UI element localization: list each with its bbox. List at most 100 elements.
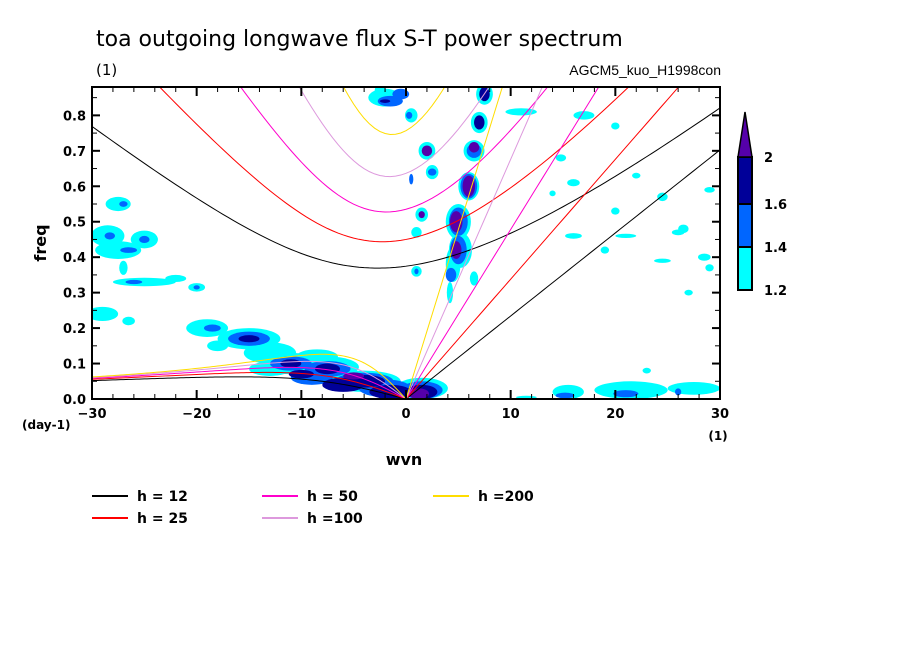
contour-region bbox=[451, 241, 462, 259]
y-tick-label: 0.5 bbox=[63, 216, 86, 231]
ig-curve-h12 bbox=[92, 107, 720, 269]
x-axis-label: wvn bbox=[386, 450, 423, 469]
x-tick-label: 0 bbox=[401, 407, 410, 422]
kelvin-curve-h25 bbox=[405, 87, 680, 399]
contour-region bbox=[611, 207, 620, 215]
contour-region bbox=[203, 324, 221, 332]
contour-region bbox=[406, 111, 413, 119]
colorbar-label: 1.6 bbox=[764, 198, 787, 213]
x-tick-labels: −30 −20 −10 0 10 20 30 bbox=[78, 407, 730, 422]
contour-region bbox=[549, 190, 556, 197]
colorbar-label: 2 bbox=[764, 151, 773, 166]
y-axis-label: freq bbox=[31, 224, 50, 261]
contour-region bbox=[122, 316, 135, 326]
contour-region bbox=[555, 154, 567, 162]
contour-region bbox=[95, 241, 142, 259]
x-unit-label: (1) bbox=[708, 429, 727, 443]
x-tick-label: −10 bbox=[287, 407, 316, 422]
x-tick-label: −20 bbox=[182, 407, 211, 422]
colorbar-extend-triangle bbox=[737, 111, 753, 158]
contour-region bbox=[600, 246, 610, 254]
legend-label: h = 25 bbox=[137, 511, 188, 527]
contour-region bbox=[280, 359, 302, 368]
y-tick-label: 0.0 bbox=[63, 393, 86, 408]
rossby-curve-h12 bbox=[92, 376, 407, 399]
contour-region bbox=[119, 260, 128, 275]
contour-region bbox=[414, 268, 419, 275]
contour-region bbox=[207, 340, 229, 352]
contour-region bbox=[446, 282, 454, 304]
rossby-curve-h25 bbox=[92, 371, 407, 399]
contour-region bbox=[112, 277, 176, 287]
y-tick-label: 0.7 bbox=[63, 145, 86, 160]
contour-region bbox=[469, 271, 479, 286]
contour-region bbox=[409, 173, 414, 185]
y-tick-label: 0.4 bbox=[63, 251, 86, 266]
legend-label: h =200 bbox=[478, 489, 534, 505]
contour-region bbox=[427, 168, 437, 176]
contour-region bbox=[411, 227, 422, 238]
dispersion-curves bbox=[92, 87, 720, 399]
contour-region bbox=[379, 99, 391, 103]
legend-label: h =100 bbox=[307, 511, 363, 527]
kelvin-curve-h200 bbox=[405, 87, 503, 399]
contour-region bbox=[120, 247, 138, 253]
contour-region bbox=[698, 253, 711, 261]
contour-region bbox=[165, 274, 187, 283]
ig-curve-h50 bbox=[240, 87, 549, 213]
contour-region bbox=[671, 229, 685, 236]
chart-title: toa outgoing longwave flux S-T power spe… bbox=[96, 27, 623, 52]
contour-region bbox=[92, 306, 119, 321]
contour-region bbox=[474, 115, 485, 130]
legend-label: h = 12 bbox=[137, 489, 188, 505]
axis-ticks bbox=[91, 87, 721, 400]
contour-region bbox=[193, 285, 200, 290]
y-tick-label: 0.1 bbox=[63, 358, 86, 373]
rossby-curve-h200 bbox=[92, 353, 407, 399]
contour-region bbox=[705, 264, 714, 272]
ig-curve-h200 bbox=[343, 87, 446, 135]
experiment-label: AGCM5_kuo_H1998con bbox=[569, 62, 721, 78]
contour-region bbox=[573, 111, 595, 120]
contour-region bbox=[104, 232, 116, 240]
y-unit-label: (day-1) bbox=[22, 418, 70, 432]
contour-region bbox=[288, 369, 314, 379]
contour-region bbox=[654, 258, 671, 263]
colorbar-segment bbox=[737, 156, 753, 205]
x-tick-label: 20 bbox=[606, 407, 624, 422]
contour-region bbox=[374, 87, 386, 96]
contour-region bbox=[674, 388, 682, 396]
y-tick-label: 0.2 bbox=[63, 322, 86, 337]
contour-region bbox=[642, 367, 651, 374]
legend-label: h = 50 bbox=[307, 489, 358, 505]
contour-region bbox=[632, 172, 641, 179]
contour-region bbox=[613, 390, 639, 398]
contour-region bbox=[418, 211, 425, 219]
contour-region bbox=[565, 233, 582, 239]
colorbar-segment bbox=[737, 203, 753, 248]
legend: h = 12 h = 25 h = 50 h =100 h =200 bbox=[92, 489, 534, 527]
contour-region bbox=[119, 201, 128, 207]
contour-region bbox=[555, 392, 575, 399]
y-tick-labels: 0.0 0.1 0.2 0.3 0.4 0.5 0.6 0.7 0.8 bbox=[63, 109, 86, 408]
contour-region bbox=[105, 196, 131, 212]
ig-curve-h25 bbox=[158, 87, 630, 243]
rossby-curve-h100 bbox=[92, 360, 407, 399]
x-tick-label: 30 bbox=[711, 407, 729, 422]
y-tick-label: 0.8 bbox=[63, 109, 86, 124]
kelvin-curve-h50 bbox=[405, 87, 600, 399]
y-tick-label: 0.6 bbox=[63, 180, 86, 195]
colorbar: 1.2 1.4 1.6 2 bbox=[737, 111, 787, 299]
contour-region bbox=[468, 141, 480, 153]
chart-subtitle-unit: (1) bbox=[96, 61, 117, 79]
y-tick-label: 0.3 bbox=[63, 287, 86, 302]
contour-region bbox=[462, 175, 476, 197]
contour-region bbox=[139, 235, 150, 243]
contour-region bbox=[314, 363, 341, 375]
colorbar-segment bbox=[737, 246, 753, 291]
contour-region bbox=[125, 279, 143, 285]
contour-region bbox=[445, 267, 457, 282]
colorbar-label: 1.4 bbox=[764, 241, 787, 256]
ig-curve-h100 bbox=[298, 87, 490, 178]
